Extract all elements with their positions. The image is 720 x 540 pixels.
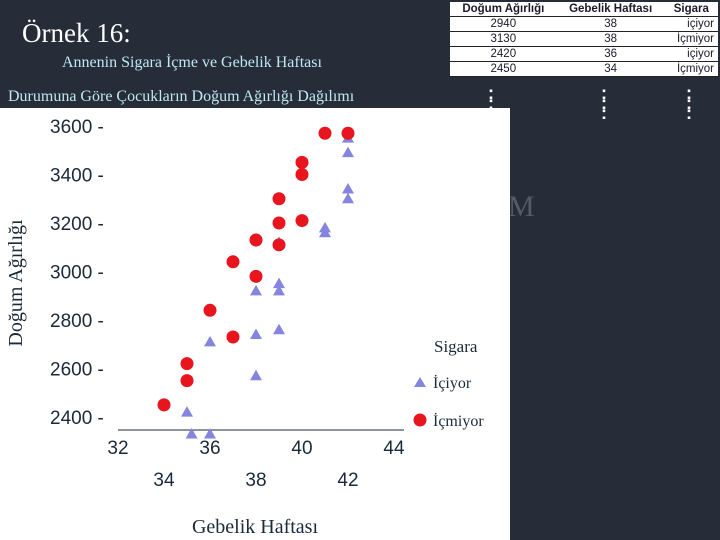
table-cell: 2450 bbox=[450, 61, 557, 77]
table-row: 3130 38 İçmiyor bbox=[450, 31, 718, 47]
data-point-icmiyor bbox=[318, 126, 332, 140]
legend-label: İçmiyor bbox=[433, 412, 484, 430]
y-tick-label: 3600 - bbox=[50, 117, 104, 138]
table-cell: içiyor bbox=[664, 46, 718, 62]
data-point-iciyor bbox=[273, 277, 285, 289]
data-point-icmiyor bbox=[203, 303, 217, 317]
table-cell: içiyor bbox=[664, 16, 718, 32]
table-cell: İçmiyor bbox=[664, 61, 718, 77]
data-point-iciyor bbox=[273, 323, 285, 335]
y-tick-label: 3400 - bbox=[50, 166, 104, 187]
data-point-icmiyor bbox=[341, 126, 355, 140]
y-tick-label: 2800 - bbox=[50, 311, 104, 332]
data-point-iciyor bbox=[342, 183, 354, 194]
data-point-iciyor bbox=[273, 284, 285, 296]
data-point-icmiyor bbox=[226, 255, 240, 269]
y-tick-label: 3200 - bbox=[50, 214, 104, 235]
table-row: 2450 34 İçmiyor bbox=[450, 61, 718, 77]
data-point-iciyor bbox=[319, 226, 331, 238]
data-point-iciyor bbox=[250, 369, 262, 381]
legend-marker-iciyor bbox=[414, 377, 426, 387]
data-point-icmiyor bbox=[272, 216, 286, 230]
legend-marker-icmiyor bbox=[413, 413, 427, 427]
data-point-icmiyor bbox=[226, 330, 240, 344]
y-tick-label: 3000 - bbox=[50, 263, 104, 284]
table-cell: 3130 bbox=[450, 31, 557, 47]
table-cell: 36 bbox=[556, 46, 665, 62]
table-row: 2420 36 içiyor bbox=[450, 46, 718, 62]
table-cell: 34 bbox=[556, 61, 665, 77]
table-ellipsis: :: bbox=[488, 83, 494, 113]
scatter-chart: 3600 - 3400 - 3200 - 3000 - 2800 - 2600 - 2400… bbox=[0, 108, 510, 540]
table-ellipsis: ::: bbox=[686, 83, 692, 123]
data-point-iciyor bbox=[204, 335, 216, 347]
slide-title: Örnek 16: bbox=[22, 18, 131, 48]
table-cell: 2420 bbox=[450, 46, 557, 62]
table-cell: 2940 bbox=[450, 16, 557, 32]
y-tick-label: 2400 - bbox=[50, 408, 104, 429]
data-point-iciyor bbox=[204, 427, 216, 439]
data-point-iciyor bbox=[250, 284, 262, 296]
slide-subtitle-line1: Annenin Sigara İçme ve Gebelik Haftası bbox=[62, 54, 322, 71]
table-ellipsis: ::: bbox=[601, 83, 607, 123]
slide-subtitle-line2: Durumuna Göre Çocukların Doğum Ağırlığı … bbox=[8, 88, 355, 105]
x-axis-label: Gebelik Haftası bbox=[192, 516, 319, 538]
data-point-icmiyor bbox=[295, 168, 309, 181]
x-tick-label: 36 bbox=[199, 438, 220, 459]
data-point-icmiyor bbox=[249, 269, 263, 283]
data-point-icmiyor bbox=[295, 155, 309, 169]
table-cell: 38 bbox=[556, 16, 665, 32]
data-point-icmiyor bbox=[157, 398, 171, 412]
data-point-iciyor bbox=[342, 146, 354, 158]
table-header: Doğum Ağırlığı bbox=[450, 2, 557, 17]
data-point-iciyor bbox=[250, 328, 262, 340]
data-point-iciyor bbox=[181, 406, 193, 417]
data-point-icmiyor bbox=[295, 214, 309, 228]
table-cell: İçmiyor bbox=[664, 31, 718, 47]
table-header-row: Doğum Ağırlığı Gebelik Haftası Sigara bbox=[450, 2, 718, 17]
data-point-icmiyor bbox=[272, 192, 286, 206]
legend-title: Sigara bbox=[434, 337, 478, 356]
stray-glyph: M bbox=[508, 190, 535, 223]
x-tick-label: 44 bbox=[383, 438, 405, 459]
y-axis-label: Doğum Ağırlığı bbox=[5, 219, 27, 347]
x-tick-label: 32 bbox=[107, 438, 128, 459]
data-table: Doğum Ağırlığı Gebelik Haftası Sigara 29… bbox=[450, 2, 718, 77]
legend-label: İçiyor bbox=[433, 374, 472, 392]
data-point-icmiyor bbox=[249, 233, 263, 247]
table-row: 2940 38 içiyor bbox=[450, 16, 718, 32]
table-header: Sigara bbox=[664, 2, 718, 17]
table-header: Gebelik Haftası bbox=[556, 2, 665, 17]
x-tick-label: 40 bbox=[291, 438, 312, 459]
x-tick-label: 34 bbox=[153, 470, 175, 491]
data-point-icmiyor bbox=[180, 374, 194, 388]
data-point-icmiyor bbox=[272, 238, 286, 252]
data-point-icmiyor bbox=[180, 357, 194, 371]
data-point-iciyor bbox=[185, 427, 198, 439]
x-tick-label: 42 bbox=[337, 470, 358, 491]
table-cell: 38 bbox=[556, 31, 665, 47]
data-point-iciyor bbox=[342, 192, 354, 204]
x-tick-label: 38 bbox=[245, 470, 266, 491]
y-tick-label: 2600 - bbox=[50, 360, 104, 381]
chart-background bbox=[0, 108, 510, 540]
